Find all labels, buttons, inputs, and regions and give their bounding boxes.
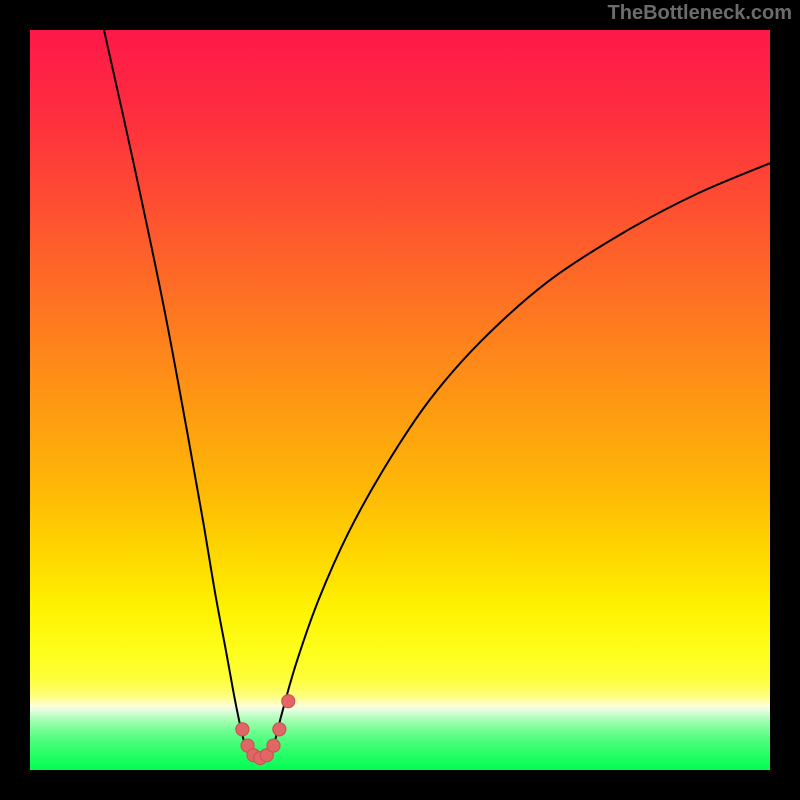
watermark-text: TheBottleneck.com	[608, 2, 792, 25]
bottleneck-chart	[0, 0, 800, 800]
